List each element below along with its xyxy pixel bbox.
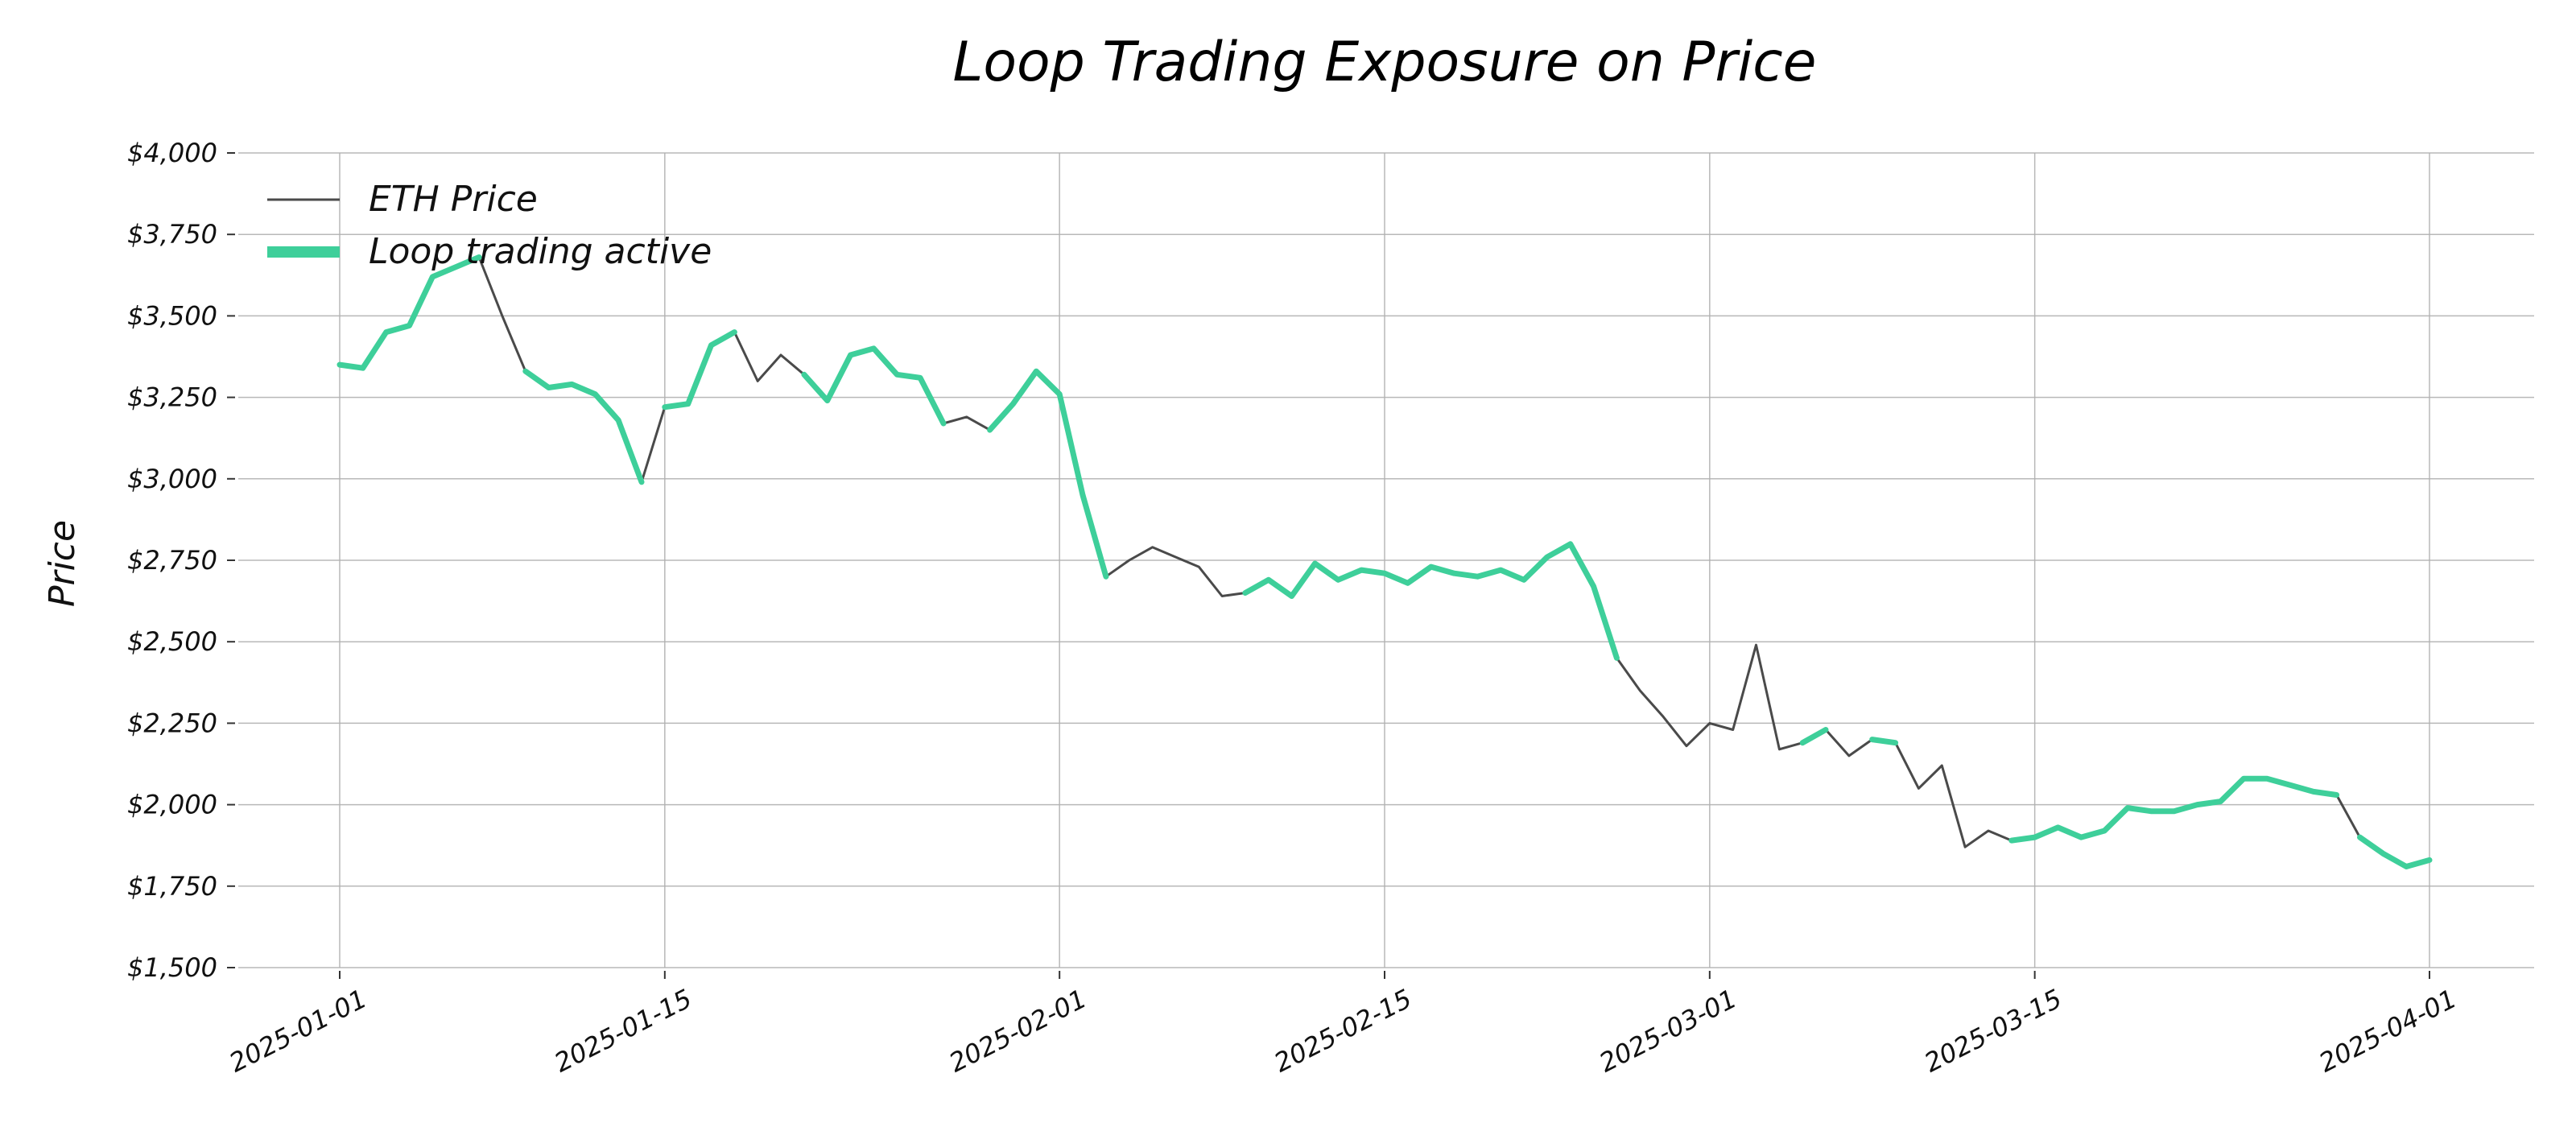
series-segment-loop-active	[2357, 834, 2433, 869]
chart-title: Loop Trading Exposure on Price	[953, 31, 1817, 94]
y-tick-label: $3,750	[127, 219, 217, 250]
legend: ETH Price Loop trading active	[267, 179, 712, 272]
legend-label-loop-active: Loop trading active	[369, 231, 712, 272]
y-tick-label: $2,250	[127, 708, 217, 738]
x-tick-label: 2025-03-01	[1595, 983, 1742, 1078]
series-segment-loop-active	[987, 368, 1109, 580]
series-segment-loop-active	[336, 254, 482, 371]
y-tick-label: $2,000	[127, 790, 217, 820]
axis-ticks: $1,500 $1,750 $2,000 $2,250 $2,500 $2,750 $3,0…	[127, 138, 2462, 1079]
x-tick-label: 2025-01-15	[550, 983, 697, 1078]
x-tick-label: 2025-04-01	[2314, 983, 2462, 1078]
series-segment-loop-active	[1242, 541, 1620, 661]
x-tick-label: 2025-02-15	[1269, 983, 1417, 1078]
series-segment-loop-active	[522, 368, 645, 485]
y-tick-label: $3,250	[127, 382, 217, 413]
y-tick-label: $2,500	[127, 626, 217, 657]
y-tick-label: $3,500	[127, 300, 217, 331]
y-tick-label: $1,750	[127, 871, 217, 902]
series-segment-loop-active	[801, 345, 947, 427]
y-tick-label: $4,000	[127, 138, 217, 168]
y-tick-label: $1,500	[127, 952, 217, 983]
series-segment-loop-active	[2008, 775, 2340, 844]
series-segment-loop-active	[662, 329, 737, 411]
grid-lines	[238, 152, 2534, 968]
series-segment-loop-active	[1869, 737, 1899, 746]
x-tick-label: 2025-02-01	[944, 983, 1092, 1078]
legend-label-eth-price: ETH Price	[369, 179, 538, 220]
y-axis-label: Price	[42, 520, 83, 607]
y-tick-label: $2,750	[127, 545, 217, 576]
series-segment-loop-active	[1799, 727, 1829, 746]
y-tick-label: $3,000	[127, 464, 217, 494]
x-tick-label: 2025-01-01	[225, 983, 372, 1078]
plot-area	[336, 254, 2433, 869]
x-tick-label: 2025-03-15	[1919, 983, 2066, 1078]
